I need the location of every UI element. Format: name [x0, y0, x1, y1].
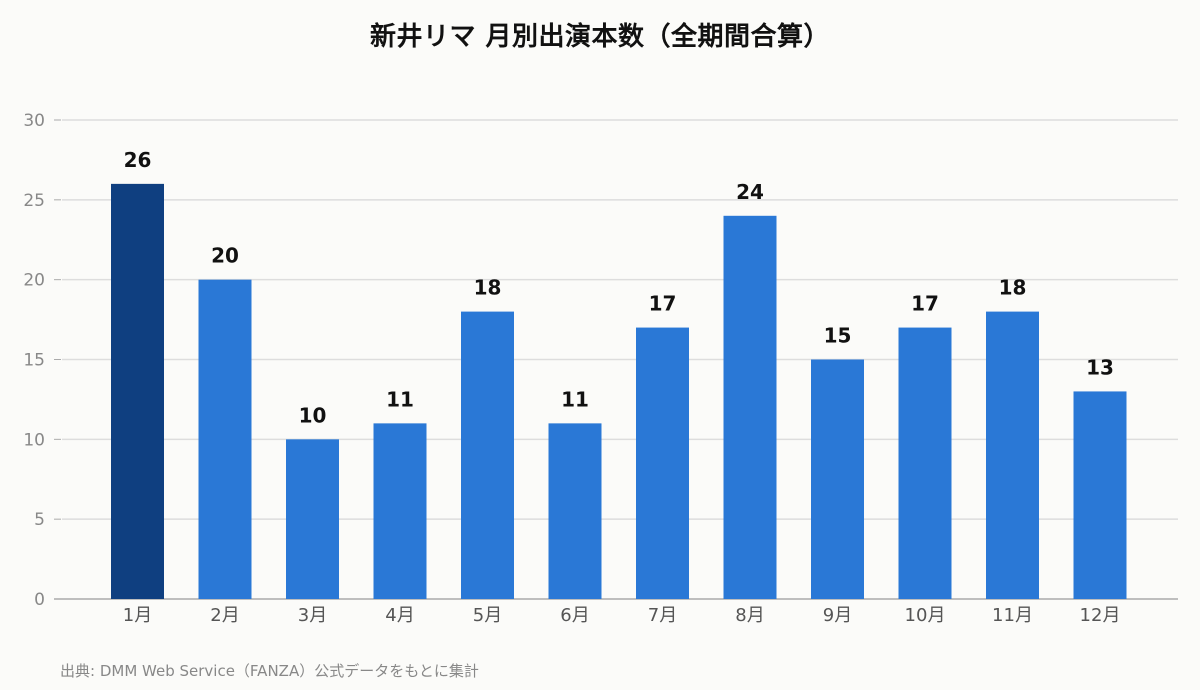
bar-1月: [111, 183, 164, 599]
x-tick-label: 7月: [648, 605, 677, 626]
x-tick-label: 4月: [385, 605, 414, 626]
bar-10月: [898, 327, 952, 599]
bar-12月: [1073, 391, 1127, 599]
bar-8月: [723, 215, 777, 600]
bar-2月: [198, 279, 252, 599]
y-tick-label: 10: [23, 430, 45, 450]
data-label: 17: [911, 292, 939, 316]
bar-9月: [811, 359, 864, 599]
data-label: 24: [736, 180, 764, 204]
x-tick-label: 10月: [905, 605, 946, 626]
data-label: 26: [124, 148, 152, 172]
x-tick-label: 5月: [473, 605, 502, 626]
chart-title: 新井リマ 月別出演本数（全期間合算）: [369, 22, 831, 52]
data-label: 11: [386, 387, 414, 411]
bar-4月: [373, 423, 427, 599]
data-label: 10: [299, 403, 327, 427]
x-tick-label: 11月: [992, 605, 1033, 626]
x-tick-label: 2月: [210, 605, 239, 626]
x-tick-label: 3月: [298, 605, 327, 626]
data-label: 20: [211, 244, 239, 268]
data-label: 17: [649, 292, 677, 316]
data-label: 15: [824, 324, 852, 348]
y-tick-label: 20: [23, 271, 45, 291]
source-note: 出典: DMM Web Service（FANZA）公式データをもとに集計: [60, 662, 479, 680]
x-tick-label: 6月: [560, 605, 589, 626]
x-tick-label: 12月: [1080, 605, 1121, 626]
bar-7月: [636, 327, 689, 599]
data-label: 18: [999, 276, 1027, 300]
data-label: 11: [561, 387, 589, 411]
bar-11月: [986, 311, 1039, 599]
x-tick-label: 1月: [123, 605, 152, 626]
bar-6月: [548, 423, 602, 599]
y-tick-label: 25: [23, 191, 45, 211]
y-tick-label: 0: [34, 590, 45, 610]
y-tick-label: 5: [34, 510, 45, 530]
bar-3月: [286, 439, 339, 599]
x-tick-label: 9月: [823, 605, 852, 626]
y-tick-label: 15: [23, 351, 45, 371]
data-label: 13: [1086, 355, 1114, 379]
data-label: 18: [474, 276, 502, 300]
y-tick-label: 30: [23, 111, 45, 131]
bar-5月: [461, 311, 514, 599]
x-tick-label: 8月: [735, 605, 764, 626]
